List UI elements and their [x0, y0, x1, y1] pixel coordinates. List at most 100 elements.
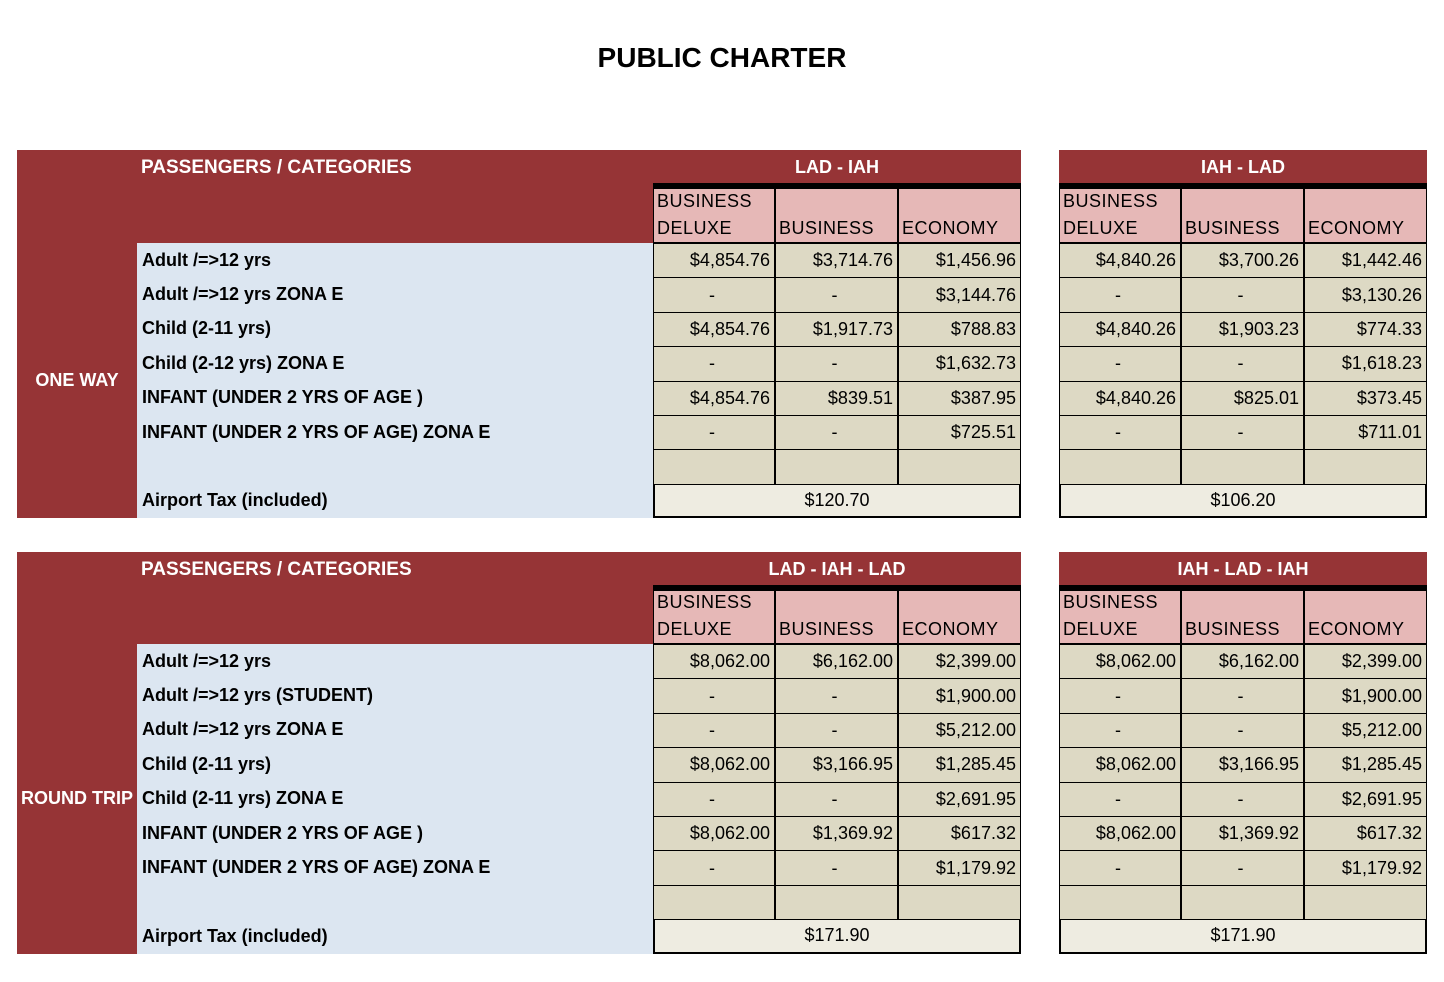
fare-cell: -	[1059, 415, 1181, 451]
fare-cell	[898, 884, 1021, 921]
fare-cell: $1,917.73	[775, 311, 898, 348]
fare-cell: -	[653, 346, 775, 382]
row-label: Child (2-11 yrs) ZONA E	[137, 781, 653, 816]
fare-cell: -	[1059, 781, 1181, 817]
fare-cell: $3,144.76	[898, 277, 1021, 313]
fare-cell: -	[1059, 277, 1181, 313]
fare-cell: -	[775, 781, 898, 817]
fare-cell: $1,369.92	[775, 816, 898, 852]
column-header: ECONOMY	[1304, 188, 1427, 243]
fare-cell: -	[775, 850, 898, 886]
fare-cell: -	[653, 712, 775, 749]
fare-cell: $3,130.26	[1304, 277, 1427, 313]
fare-cell	[1059, 884, 1181, 921]
route-header-band	[1059, 150, 1427, 185]
fare-cell: -	[653, 678, 775, 714]
fare-cell: $6,162.00	[775, 644, 898, 680]
fare-cell: $4,854.76	[653, 380, 775, 416]
column-header: BUSINESS DELUXE	[653, 188, 775, 243]
row-label: INFANT (UNDER 2 YRS OF AGE) ZONA E	[137, 415, 653, 450]
fare-cell	[1304, 449, 1427, 485]
fare-cell: $1,285.45	[1304, 747, 1427, 783]
fare-cell: -	[653, 781, 775, 817]
fare-cell: $8,062.00	[1059, 644, 1181, 680]
fare-cell: $4,840.26	[1059, 311, 1181, 348]
fare-cell: $3,166.95	[1181, 747, 1304, 783]
column-header: BUSINESS DELUXE	[653, 590, 775, 644]
airport-tax-value: $106.20	[1059, 483, 1427, 519]
column-header: BUSINESS	[775, 590, 898, 644]
fare-cell: -	[775, 678, 898, 714]
airport-tax-value: $120.70	[653, 483, 1021, 519]
passengers-categories-header: PASSENGERS / CATEGORIES	[141, 558, 412, 580]
fare-cell: -	[1181, 781, 1304, 817]
fare-cell: $2,691.95	[1304, 781, 1427, 817]
airport-tax-label: Airport Tax (included)	[137, 919, 653, 954]
row-label: Adult /=>12 yrs ZONA E	[137, 712, 653, 748]
fare-cell: -	[1181, 678, 1304, 714]
route-header: IAH - LAD - IAH	[1177, 559, 1309, 579]
airport-tax-value: $171.90	[653, 919, 1021, 954]
fare-cell: -	[775, 712, 898, 749]
fare-cell	[1181, 884, 1304, 921]
column-header: ECONOMY	[898, 188, 1021, 243]
row-label: Adult /=>12 yrs	[137, 644, 653, 679]
airport-tax-value: $171.90	[1059, 919, 1427, 954]
route-header: LAD - IAH - LAD	[768, 559, 906, 579]
fare-cell: $387.95	[898, 380, 1021, 416]
fare-cell: $3,166.95	[775, 747, 898, 783]
column-header: BUSINESS	[1181, 590, 1304, 644]
fare-cell: $3,714.76	[775, 243, 898, 279]
row-label: Child (2-11 yrs)	[137, 747, 653, 782]
fare-cell: $617.32	[1304, 816, 1427, 852]
fare-cell: -	[775, 277, 898, 313]
fare-cell: -	[653, 277, 775, 313]
row-label: INFANT (UNDER 2 YRS OF AGE )	[137, 816, 653, 851]
fare-cell: $1,369.92	[1181, 816, 1304, 852]
fare-cell: $2,691.95	[898, 781, 1021, 817]
fare-cell: $1,900.00	[898, 678, 1021, 714]
fare-cell: $4,840.26	[1059, 380, 1181, 416]
fare-cell: $774.33	[1304, 311, 1427, 348]
fare-cell: $788.83	[898, 311, 1021, 348]
row-label	[137, 449, 653, 484]
passengers-categories-header: PASSENGERS / CATEGORIES	[141, 156, 412, 178]
airport-tax-label: Airport Tax (included)	[137, 483, 653, 519]
route-divider	[1059, 585, 1427, 590]
fare-cell: $2,399.00	[898, 644, 1021, 680]
row-label: Adult /=>12 yrs (STUDENT)	[137, 678, 653, 713]
row-label	[137, 884, 653, 920]
fare-cell: -	[1059, 346, 1181, 382]
section-side-label: ROUND TRIP	[17, 644, 137, 954]
fare-cell: -	[1181, 712, 1304, 749]
fare-cell: $617.32	[898, 816, 1021, 852]
row-label: Child (2-11 yrs)	[137, 311, 653, 347]
fare-cell: -	[1181, 850, 1304, 886]
column-header: BUSINESS DELUXE	[1059, 590, 1181, 644]
column-header: BUSINESS DELUXE	[1059, 188, 1181, 243]
fare-cell: -	[1181, 277, 1304, 313]
fare-cell: -	[775, 346, 898, 382]
row-label: INFANT (UNDER 2 YRS OF AGE )	[137, 380, 653, 415]
fare-cell: $8,062.00	[653, 644, 775, 680]
fare-cell: $825.01	[1181, 380, 1304, 416]
route-divider	[653, 183, 1021, 188]
fare-cell	[653, 449, 775, 485]
fare-cell: -	[1181, 346, 1304, 382]
fare-cell: $1,632.73	[898, 346, 1021, 382]
fare-cell: $1,179.92	[898, 850, 1021, 886]
fare-cell: $1,179.92	[1304, 850, 1427, 886]
fare-cell	[775, 449, 898, 485]
column-header: BUSINESS	[775, 188, 898, 243]
column-header: ECONOMY	[1304, 590, 1427, 644]
fare-cell: -	[1059, 712, 1181, 749]
fare-cell: $1,285.45	[898, 747, 1021, 783]
fare-cell: $6,162.00	[1181, 644, 1304, 680]
fare-cell: $839.51	[775, 380, 898, 416]
fare-cell: -	[1059, 850, 1181, 886]
fare-cell: $1,442.46	[1304, 243, 1427, 279]
fare-cell	[1059, 449, 1181, 485]
fare-cell: $725.51	[898, 415, 1021, 451]
fare-cell: $1,618.23	[1304, 346, 1427, 382]
fare-cell: $1,903.23	[1181, 311, 1304, 348]
